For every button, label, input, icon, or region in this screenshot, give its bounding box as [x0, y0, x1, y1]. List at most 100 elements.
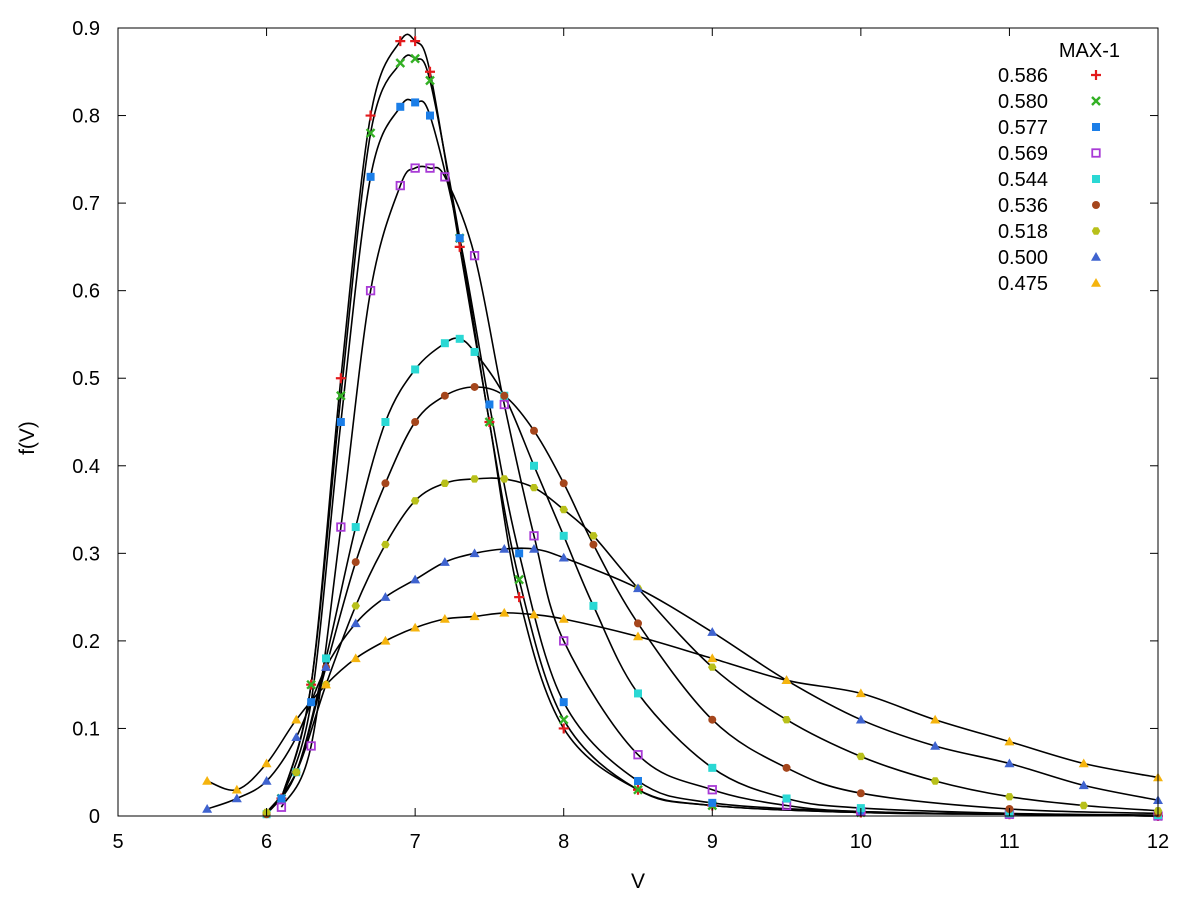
data-point [336, 418, 345, 426]
data-point [1004, 736, 1015, 746]
data-point [396, 102, 405, 111]
data-point [440, 172, 450, 182]
data-point [855, 714, 866, 724]
data-point [856, 789, 865, 798]
data-point [291, 732, 302, 741]
fit-curve [280, 98, 1159, 817]
data-point [1004, 758, 1015, 768]
data-point [336, 390, 346, 401]
y-tick-label: 0.3 [72, 543, 100, 565]
data-point [558, 723, 569, 734]
data-point [395, 180, 405, 191]
data-point [307, 698, 316, 707]
data-point [440, 391, 449, 400]
legend-label: 0.577 [998, 117, 1048, 139]
data-point [381, 479, 390, 488]
data-point [558, 714, 569, 725]
data-point [530, 426, 538, 435]
data-point [469, 250, 480, 261]
data-point [708, 763, 717, 772]
data-point [514, 574, 524, 585]
legend-marker [1091, 96, 1101, 106]
data-point [425, 75, 435, 86]
data-point [782, 794, 791, 803]
legend: MAX-1 0.586 0.580 0.577 0.569 0.544 0.536 0.51… [998, 40, 1120, 295]
data-point [558, 614, 569, 623]
data-point [350, 618, 361, 628]
data-point [410, 36, 421, 47]
data-point [335, 373, 346, 384]
y-tick-label: 0.2 [72, 631, 100, 653]
data-point [292, 768, 301, 776]
data-point [351, 602, 360, 610]
x-tick-label: 5 [112, 831, 123, 853]
data-points [202, 36, 1163, 821]
data-point [634, 689, 642, 698]
data-point [529, 531, 539, 541]
data-point [499, 607, 510, 617]
data-point [633, 583, 643, 593]
legend-label: 0.580 [998, 91, 1048, 113]
data-point [395, 36, 406, 47]
data-point [261, 758, 272, 768]
data-point [365, 110, 376, 121]
data-point [469, 548, 480, 558]
legend-marker [1091, 252, 1101, 261]
legend-label: 0.536 [998, 195, 1048, 217]
data-point [321, 679, 331, 689]
fit-curve [206, 547, 1159, 810]
data-point [411, 98, 420, 107]
data-point [380, 635, 391, 645]
data-point [454, 241, 465, 252]
legend-label: 0.500 [998, 247, 1048, 269]
x-tick-label: 7 [410, 831, 421, 853]
data-point [231, 784, 242, 794]
data-point [633, 750, 643, 760]
x-tick-label: 8 [558, 831, 569, 853]
data-point [707, 785, 717, 795]
data-point [499, 543, 510, 553]
data-point [634, 776, 642, 785]
x-tick-label: 6 [261, 831, 272, 853]
data-point [322, 654, 330, 663]
data-point [559, 636, 569, 646]
legend-label: 0.518 [998, 221, 1048, 243]
data-point [380, 592, 391, 601]
data-point [781, 675, 792, 685]
data-point [500, 475, 509, 483]
data-point [365, 128, 376, 138]
data-point [484, 417, 495, 427]
data-point [558, 552, 569, 562]
data-point [455, 334, 464, 343]
legend-marker [1091, 278, 1101, 287]
data-point [410, 163, 420, 173]
y-tick-label: 0.8 [72, 106, 100, 128]
data-point [336, 522, 346, 532]
data-point [530, 461, 538, 470]
legend-marker [1092, 201, 1100, 209]
data-point [529, 484, 539, 492]
data-point [231, 793, 242, 803]
fit-curve [265, 337, 1159, 816]
data-point [440, 479, 450, 487]
data-point [410, 622, 421, 632]
data-point [202, 775, 213, 785]
data-point [1005, 793, 1014, 801]
x-tick-label: 11 [999, 831, 1020, 853]
data-point [707, 653, 718, 663]
legend-marker [1092, 123, 1100, 131]
data-point [529, 543, 539, 553]
data-point [306, 741, 316, 751]
data-point [410, 497, 420, 505]
data-point [439, 614, 450, 623]
legend-marker [1091, 148, 1101, 158]
data-point [707, 627, 718, 636]
data-point [1078, 758, 1089, 768]
y-tick-label: 0.4 [72, 456, 100, 478]
legend-marker [1091, 70, 1101, 80]
data-point [855, 688, 866, 698]
x-tick-label: 12 [1147, 831, 1169, 853]
data-point [559, 505, 568, 514]
data-point [410, 574, 421, 584]
data-point [426, 111, 434, 120]
